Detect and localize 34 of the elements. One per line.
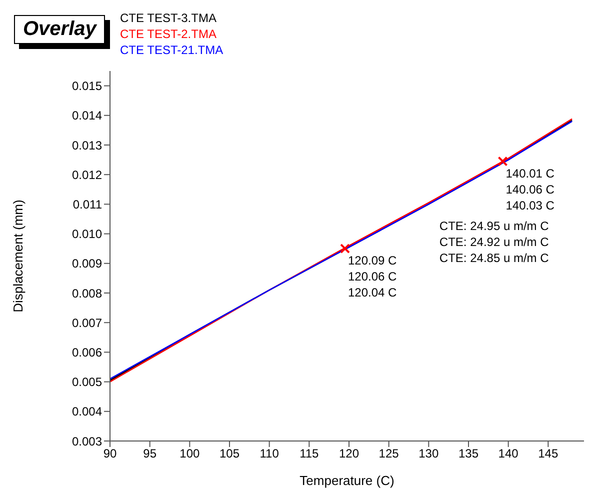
x-tick-label: 115 <box>300 446 320 461</box>
x-tick-label: 110 <box>260 446 280 461</box>
text: CTE TEST-3.TMA <box>120 10 218 26</box>
y-axis-title: Displacement (mm) <box>10 200 26 312</box>
annotation: 120.09 C 120.06 C 120.04 C <box>348 254 398 300</box>
y-tick-label: 0.013 <box>72 138 102 152</box>
y-tick-label: 0.006 <box>72 345 102 360</box>
x-tick-label: 120 <box>338 446 360 461</box>
x-tick-label: 105 <box>219 446 240 461</box>
y-tick-label: 0.003 <box>72 434 102 448</box>
y-tick-label: 0.011 <box>72 197 102 212</box>
x-tick-label: 100 <box>180 446 200 461</box>
text: CTE TEST-21.TMA <box>120 42 224 58</box>
x-tick-label: 130 <box>418 446 439 461</box>
y-tick-label: 0.015 <box>72 79 102 94</box>
x-tick-label: 145 <box>538 446 558 461</box>
y-tick-label: 0.004 <box>72 404 102 419</box>
y-tick-label: 0.009 <box>72 256 102 271</box>
x-tick-label: 90 <box>103 446 117 461</box>
annotation: CTE: 24.95 u m/m C CTE: 24.92 u m/m C CTE: 24.85 u m/m C <box>439 219 550 266</box>
x-axis-title: Temperature (C) <box>300 473 394 488</box>
y-tick-label: 0.012 <box>72 168 102 182</box>
y-tick-label: 0.008 <box>72 286 102 300</box>
y-tick-label: 0.007 <box>72 316 102 330</box>
annotation: 140.01 C 140.06 C 140.03 C <box>506 166 555 212</box>
y-tick-label: 0.010 <box>72 227 102 242</box>
x-tick-label: 125 <box>378 446 400 461</box>
x-tick-label: 140 <box>498 446 519 461</box>
x-tick-label: 95 <box>143 446 157 461</box>
x-tick-label: 135 <box>458 446 479 461</box>
chart-title: Overlay <box>14 15 106 44</box>
y-tick-label: 0.005 <box>72 375 102 390</box>
y-tick-label: 0.014 <box>72 108 102 123</box>
text: CTE TEST-2.TMA <box>120 26 218 42</box>
